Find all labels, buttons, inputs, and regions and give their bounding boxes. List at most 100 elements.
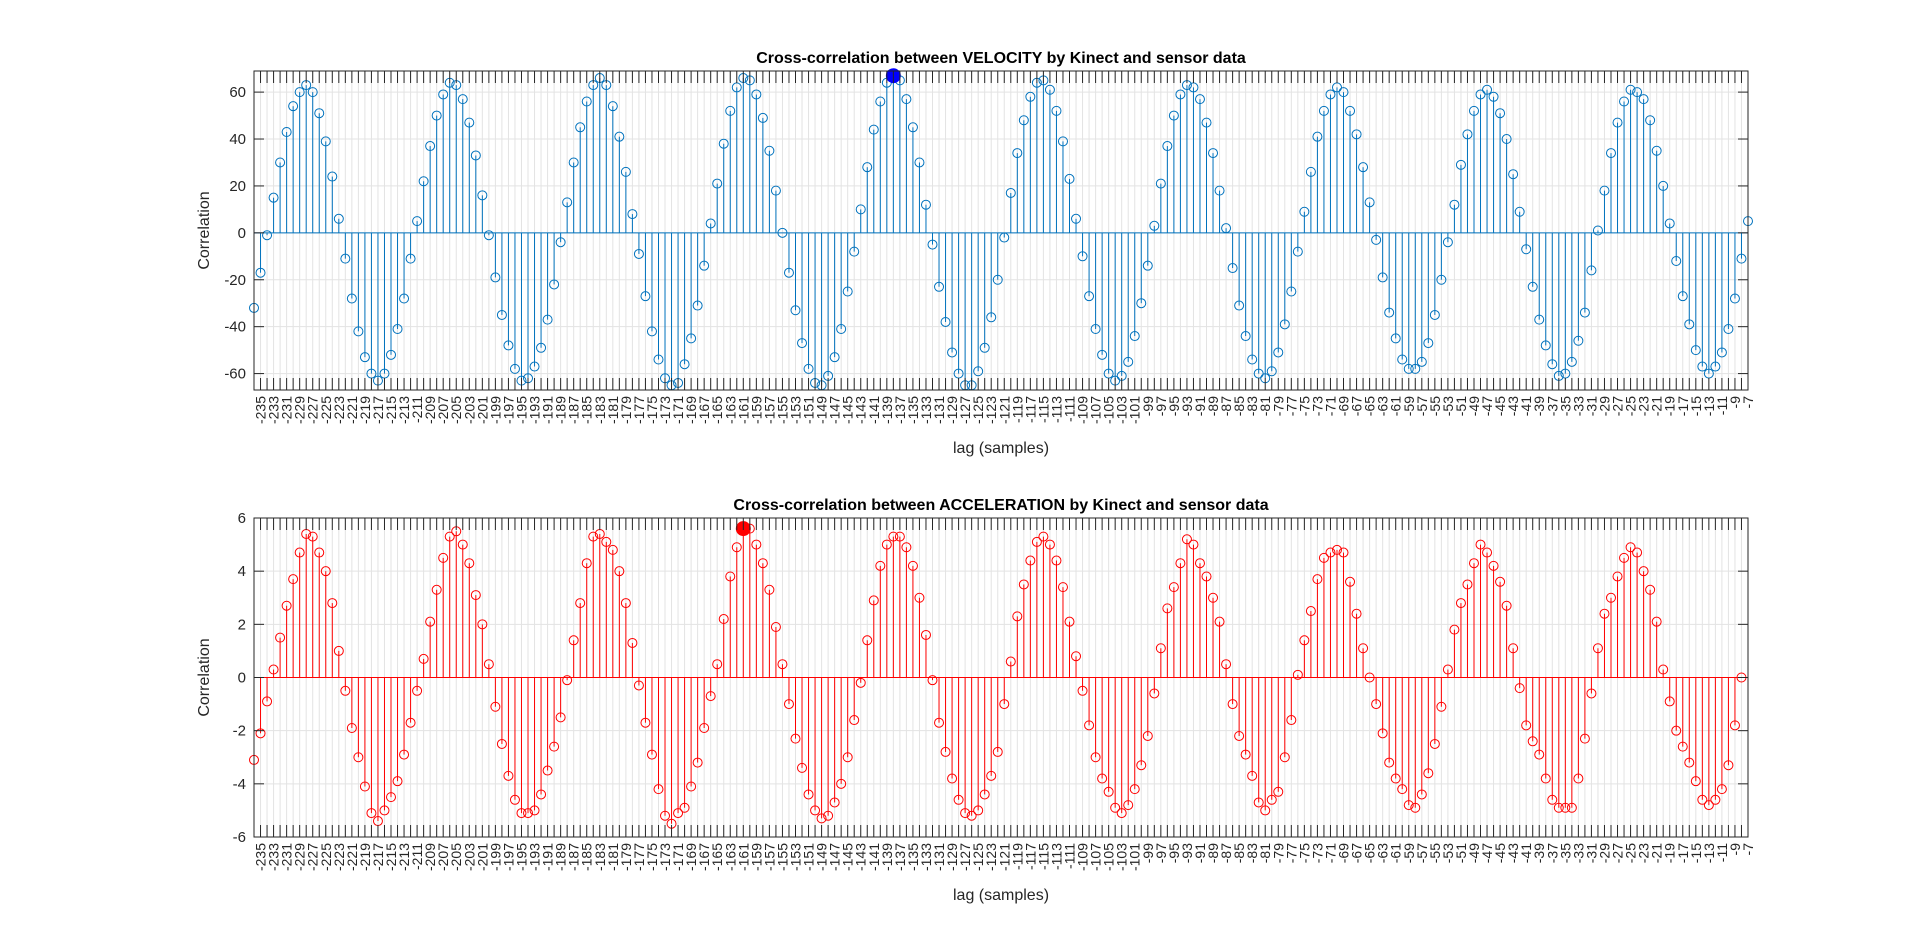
velocity-stem-marker [1436, 274, 1447, 285]
velocity-x-tick-label: -43 [1505, 396, 1521, 416]
velocity-x-tick-label: -117 [1022, 396, 1038, 423]
velocity-x-tick-label: -135 [905, 396, 921, 424]
acceleration-stem-marker [705, 691, 716, 702]
velocity-stem-marker [699, 260, 710, 271]
velocity-stem-marker [797, 338, 808, 349]
velocity-x-tick-label: -181 [605, 396, 621, 424]
acceleration-x-tick-label: -201 [474, 843, 490, 871]
velocity-stem-marker [646, 326, 657, 337]
velocity-stem-marker [1397, 354, 1408, 365]
velocity-x-tick-label: -145 [840, 396, 856, 424]
acceleration-stem-marker [1592, 643, 1603, 654]
velocity-x-tick-label: -149 [814, 396, 830, 424]
velocity-stem-marker [1592, 225, 1603, 236]
acceleration-stem-marker [718, 614, 729, 625]
velocity-x-tick-label: -47 [1479, 396, 1495, 416]
acceleration-x-tick-label: -103 [1114, 843, 1130, 871]
acceleration-x-ticks: -235-233-231-229-227-225-223-221-219-217… [253, 518, 1756, 871]
acceleration-stem-marker [751, 539, 762, 550]
acceleration-x-tick-label: -67 [1349, 843, 1365, 863]
acceleration-stems [249, 521, 1748, 829]
velocity-stem-marker [751, 89, 762, 100]
velocity-stem-marker [1279, 319, 1290, 330]
velocity-stem-marker [399, 293, 410, 304]
acceleration-stem-marker [1625, 542, 1636, 553]
acceleration-stem-marker [1318, 552, 1329, 563]
acceleration-stem-marker [1129, 784, 1140, 795]
acceleration-x-tick-label: -131 [931, 843, 947, 871]
velocity-stem-marker [1736, 253, 1747, 264]
acceleration-stem-marker [268, 664, 279, 675]
velocity-x-tick-label: -57 [1414, 396, 1430, 416]
velocity-stem-marker [425, 141, 436, 152]
velocity-stem-marker [340, 253, 351, 264]
velocity-x-tick-label: -171 [670, 396, 686, 424]
velocity-stem-marker [1201, 117, 1212, 128]
acceleration-stem-marker [1351, 608, 1362, 619]
acceleration-stem-marker [1612, 571, 1623, 582]
velocity-x-tick-label: -49 [1466, 396, 1482, 416]
acceleration-stem-marker [823, 810, 834, 821]
acceleration-stem-marker [992, 746, 1003, 757]
acceleration-x-tick-label: -197 [500, 843, 516, 871]
velocity-x-tick-label: -141 [866, 396, 882, 424]
acceleration-x-tick-label: -69 [1336, 843, 1352, 863]
acceleration-stem-marker [1449, 624, 1460, 635]
velocity-stem-marker [562, 197, 573, 208]
velocity-x-tick-label: -15 [1688, 396, 1704, 416]
acceleration-stem-marker [1462, 579, 1473, 590]
velocity-stem-marker [405, 253, 416, 264]
acceleration-stem-marker [862, 635, 873, 646]
acceleration-x-tick-label: -11 [1714, 843, 1730, 862]
velocity-stem-marker [275, 157, 286, 168]
velocity-stem-marker [1632, 87, 1643, 98]
acceleration-stem-marker [1064, 616, 1075, 627]
velocity-stem-marker [1168, 110, 1179, 121]
acceleration-x-tick-label: -135 [905, 843, 921, 871]
acceleration-stem-marker [770, 621, 781, 632]
acceleration-x-tick-label: -149 [814, 843, 830, 871]
acceleration-stem-marker [1442, 664, 1453, 675]
acceleration-stem-marker [1586, 688, 1597, 699]
acceleration-stem-marker [777, 659, 788, 670]
acceleration-stem-marker [1566, 802, 1577, 813]
acceleration-stem-marker [1547, 794, 1558, 805]
velocity-stem-marker [1384, 307, 1395, 318]
acceleration-stem-marker [1162, 603, 1173, 614]
velocity-stem-marker [1573, 335, 1584, 346]
acceleration-stem-marker [1227, 699, 1238, 710]
velocity-stem-marker [705, 218, 716, 229]
acceleration-x-tick-label: -155 [774, 843, 790, 871]
velocity-stem-marker [503, 340, 514, 351]
velocity-x-tick-label: -215 [383, 396, 399, 424]
acceleration-x-tick-label: -57 [1414, 843, 1430, 863]
velocity-stem-marker [718, 138, 729, 149]
acceleration-x-tick-label: -119 [1009, 843, 1025, 870]
velocity-stem-marker [1123, 356, 1134, 367]
acceleration-stem-marker [1208, 592, 1219, 603]
velocity-stem-marker [1495, 108, 1506, 119]
velocity-x-tick-label: -37 [1544, 396, 1560, 416]
acceleration-stem-marker [1475, 539, 1486, 550]
velocity-stem-marker [920, 199, 931, 210]
velocity-x-tick-label: -121 [996, 396, 1012, 424]
acceleration-stem-marker [1090, 752, 1101, 763]
velocity-x-tick-label: -41 [1518, 396, 1534, 416]
acceleration-stem-marker [1390, 773, 1401, 784]
acceleration-stem-marker [1710, 794, 1721, 805]
velocity-stem-marker [1227, 263, 1238, 274]
velocity-x-tick-label: -35 [1557, 396, 1573, 416]
velocity-x-tick-label: -161 [735, 396, 751, 424]
acceleration-stem-marker [1664, 696, 1675, 707]
velocity-stem-marker [1729, 293, 1740, 304]
acceleration-stem-marker [1495, 576, 1506, 587]
acceleration-stem-marker [894, 531, 905, 542]
velocity-x-tick-label: -203 [461, 396, 477, 424]
acceleration-stem-marker [1579, 733, 1590, 744]
acceleration-x-tick-label: -183 [592, 843, 608, 871]
velocity-stem-marker [1266, 366, 1277, 377]
velocity-stem-marker [1638, 94, 1649, 105]
velocity-x-tick-label: -163 [722, 396, 738, 424]
velocity-stem-marker [1358, 162, 1369, 173]
acceleration-stem-marker [1619, 552, 1630, 563]
